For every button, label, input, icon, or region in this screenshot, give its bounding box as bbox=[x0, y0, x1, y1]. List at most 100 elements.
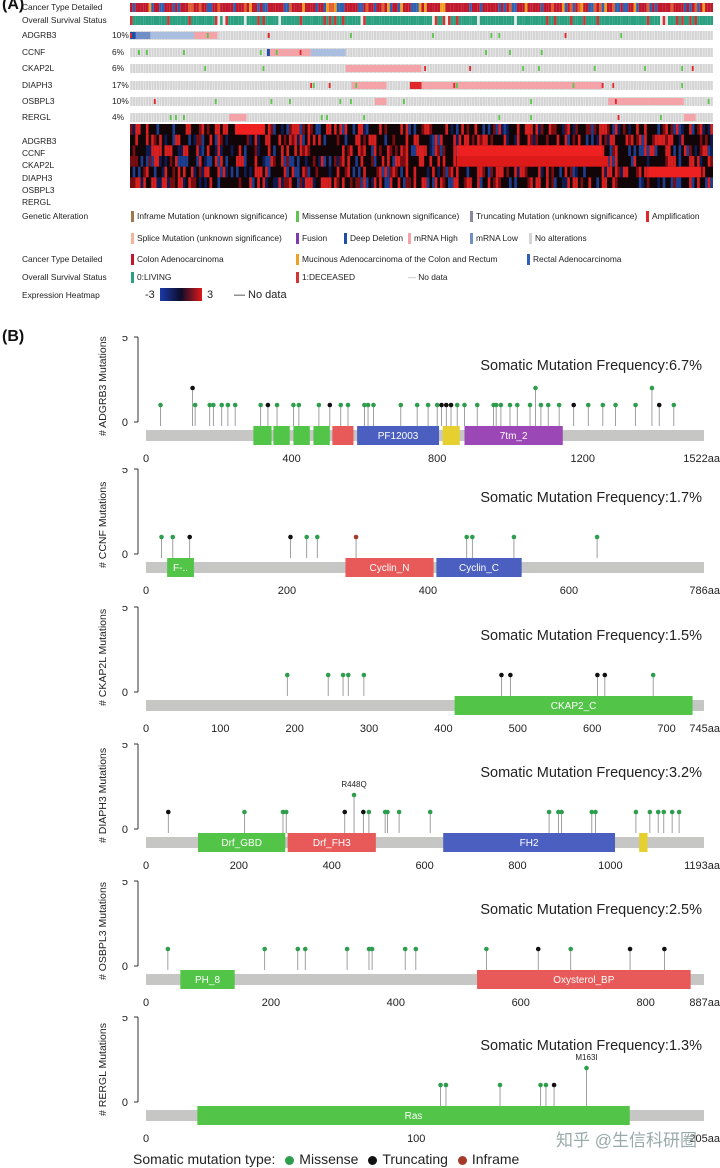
domain-label: Oxysterol_BP bbox=[553, 975, 614, 986]
heatmap-cell bbox=[710, 124, 713, 135]
heatmap-cell bbox=[607, 134, 610, 146]
heatmap-cell bbox=[527, 177, 531, 188]
lollipop-head-missense bbox=[593, 809, 598, 815]
alteration-cell bbox=[318, 113, 321, 122]
mutation-mark bbox=[432, 33, 434, 38]
alteration-cell bbox=[604, 81, 607, 90]
heatmap-cell bbox=[490, 166, 494, 178]
lollipop-head-missense bbox=[647, 809, 653, 815]
alteration-cell bbox=[625, 113, 628, 122]
alteration-cell bbox=[228, 81, 231, 90]
heatmap-cell bbox=[270, 156, 274, 167]
alteration-cell bbox=[609, 113, 613, 122]
alteration-cell bbox=[148, 48, 151, 57]
alteration-cell bbox=[506, 64, 509, 73]
survival-cell bbox=[429, 16, 433, 25]
x-tick-label: 100 bbox=[407, 1133, 425, 1145]
alteration-cell bbox=[342, 31, 345, 40]
mutation-mark bbox=[349, 33, 352, 38]
alteration-cell bbox=[188, 113, 191, 122]
cancer-type-cell bbox=[458, 3, 462, 12]
legend-swatch bbox=[344, 233, 347, 245]
cancer-type-cell bbox=[535, 3, 539, 12]
heatmap-cell bbox=[296, 124, 300, 135]
cancer-type-cell bbox=[246, 3, 250, 12]
cancer-type-cell bbox=[145, 3, 149, 12]
heatmap-cell bbox=[482, 124, 486, 135]
alteration-cell bbox=[652, 31, 655, 40]
alteration-cell bbox=[567, 48, 570, 57]
heatmap-cell bbox=[296, 177, 300, 188]
oncoprint-row-pct: 10% bbox=[112, 96, 129, 106]
domain-label: F-.. bbox=[173, 563, 188, 574]
lollipop-head-missense bbox=[192, 402, 198, 408]
alteration-cell bbox=[670, 31, 674, 40]
protein-domain bbox=[442, 426, 460, 445]
cancer-type-cell bbox=[691, 3, 695, 12]
heatmap-cell bbox=[217, 156, 221, 167]
heatmap-cell bbox=[508, 177, 512, 188]
heatmap-cell bbox=[312, 177, 316, 188]
alteration-cell bbox=[326, 31, 329, 40]
legend-swatch bbox=[296, 272, 299, 284]
heatmap-cell bbox=[148, 156, 152, 167]
survival-cell bbox=[331, 16, 335, 25]
alteration-cell bbox=[419, 97, 422, 106]
legend-label: Deep Deletion bbox=[350, 233, 404, 243]
heatmap-cell bbox=[400, 145, 403, 156]
heatmap-cell bbox=[183, 166, 186, 178]
mutation-frequency-text: Somatic Mutation Frequency:1.5% bbox=[480, 628, 702, 644]
alteration-cell bbox=[705, 81, 708, 90]
lollipop-head-missense bbox=[345, 402, 351, 408]
mutation-mark bbox=[485, 50, 487, 55]
alteration-cell bbox=[220, 31, 223, 40]
alteration-cell bbox=[355, 48, 358, 57]
cancer-type-cell bbox=[315, 3, 319, 12]
alteration-cell bbox=[368, 97, 371, 106]
alteration-cell bbox=[159, 64, 162, 73]
alteration-cell bbox=[366, 31, 369, 40]
heatmap-cell bbox=[153, 156, 157, 167]
cancer-type-cell bbox=[652, 3, 655, 12]
protein-domain bbox=[313, 426, 330, 445]
survival-cell bbox=[540, 16, 544, 25]
alteration-cell bbox=[623, 81, 626, 90]
heatmap-cell bbox=[204, 156, 207, 167]
y-tick-label: 0 bbox=[122, 417, 128, 429]
alteration-cell bbox=[238, 97, 242, 106]
alteration-cell bbox=[543, 97, 546, 106]
heatmap-cell bbox=[466, 124, 470, 135]
alteration-cell bbox=[403, 48, 406, 57]
heatmap-cell bbox=[405, 156, 409, 167]
survival-cell bbox=[270, 16, 274, 25]
survival-cell bbox=[522, 16, 525, 25]
alteration-cell bbox=[546, 64, 549, 73]
protein-domain bbox=[180, 970, 235, 989]
alteration-cell bbox=[230, 31, 234, 40]
alteration-cell bbox=[607, 31, 610, 40]
mutation-mark bbox=[214, 99, 217, 104]
lollipop-head-missense bbox=[545, 402, 551, 408]
heatmap-cell bbox=[307, 134, 311, 146]
cancer-type-cell bbox=[156, 3, 160, 12]
alteration-cell bbox=[540, 31, 544, 40]
alteration-cell bbox=[477, 48, 480, 57]
alteration-cell bbox=[490, 64, 493, 73]
heatmap-cell bbox=[548, 124, 552, 135]
alteration-cell bbox=[654, 113, 658, 122]
alteration-cell bbox=[408, 97, 411, 106]
survival-cell bbox=[143, 16, 146, 25]
alteration-cell bbox=[196, 81, 199, 90]
survival-cell bbox=[371, 16, 374, 25]
mutation-type-title: Somatic mutation type: bbox=[133, 1151, 276, 1167]
heatmap-cell bbox=[641, 134, 645, 146]
lollipop-head-missense bbox=[454, 402, 460, 408]
cancer-type-cell bbox=[352, 3, 356, 12]
cancer-type-cell bbox=[214, 3, 218, 12]
y-tick-label: 0 bbox=[122, 1097, 128, 1109]
alteration-cell bbox=[146, 81, 149, 90]
cancer-type-cell bbox=[622, 3, 626, 12]
heatmap-cell bbox=[652, 134, 655, 146]
alteration-cell bbox=[215, 64, 218, 73]
alteration-cell bbox=[159, 113, 162, 122]
